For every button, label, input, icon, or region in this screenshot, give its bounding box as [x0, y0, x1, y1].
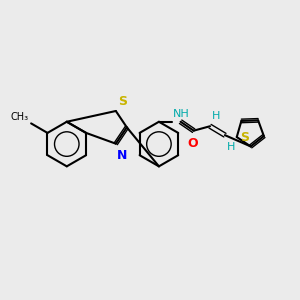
Text: S: S	[240, 130, 249, 143]
Text: NH: NH	[173, 110, 190, 119]
Text: CH₃: CH₃	[11, 112, 29, 122]
Text: H: H	[212, 111, 220, 121]
Text: N: N	[117, 149, 128, 162]
Text: S: S	[118, 95, 127, 108]
Text: H: H	[226, 142, 235, 152]
Text: O: O	[187, 137, 197, 150]
